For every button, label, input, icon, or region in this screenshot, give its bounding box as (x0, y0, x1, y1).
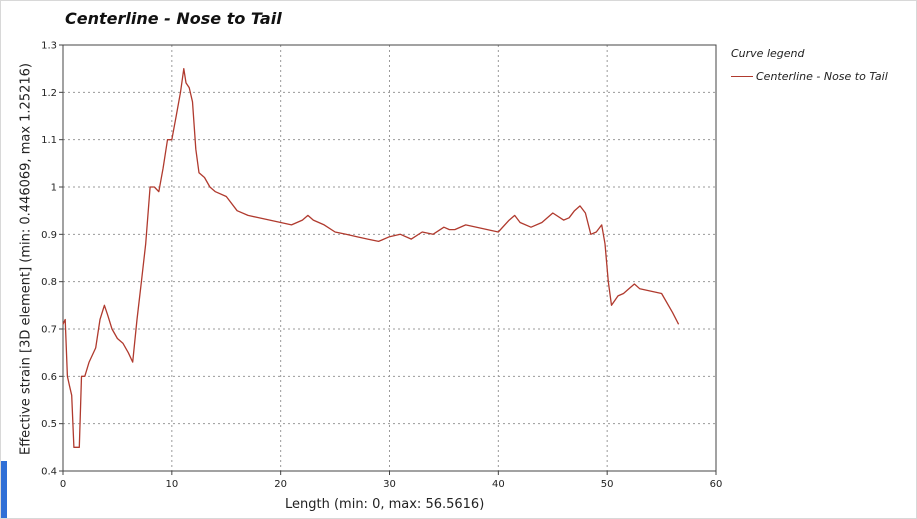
y-tick-label: 0.5 (41, 419, 57, 430)
legend-label: Centerline - Nose to Tail (756, 69, 888, 83)
series-line (62, 68, 680, 448)
y-tick-label: 1.1 (41, 135, 57, 146)
legend-title: Curve legend (731, 47, 805, 60)
y-tick-label: 0.7 (41, 325, 57, 336)
y-axis-label: Effective strain [3D element] (min: 0.44… (18, 63, 34, 455)
y-tick-label: 1.2 (41, 88, 57, 99)
x-tick-label: 60 (710, 479, 723, 490)
x-tick-label: 0 (60, 479, 66, 490)
y-tick-label: 1 (51, 183, 57, 194)
y-tick-label: 0.4 (41, 467, 57, 478)
x-tick-label: 40 (492, 479, 505, 490)
legend-entry[interactable]: Centerline - Nose to Tail (731, 68, 888, 84)
y-tick-label: 0.8 (41, 277, 57, 288)
x-tick-label: 30 (383, 479, 396, 490)
plot-frame (62, 44, 717, 472)
x-axis-label: Length (min: 0, max: 56.5616) (285, 497, 485, 512)
x-tick-label: 50 (601, 479, 614, 490)
x-tick-label: 10 (165, 479, 178, 490)
chart-title: Centerline - Nose to Tail (65, 9, 282, 28)
y-tick-label: 1.3 (41, 41, 57, 52)
x-tick-label: 20 (274, 479, 287, 490)
window-edge-marker (1, 461, 7, 518)
y-tick-label: 0.6 (41, 372, 57, 383)
y-tick-label: 0.9 (41, 230, 57, 241)
legend-swatch (731, 75, 753, 77)
